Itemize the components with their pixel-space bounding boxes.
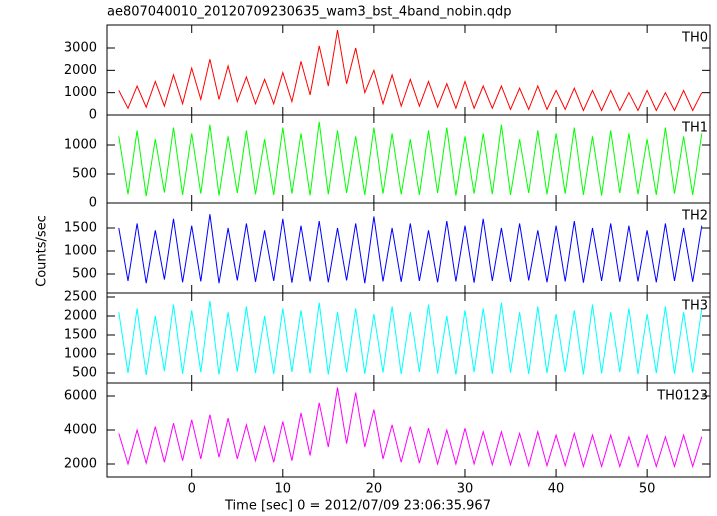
panel-label: TH0123 — [656, 389, 708, 404]
y-tick-label: 2000 — [64, 63, 97, 78]
panel-label: TH3 — [681, 299, 708, 314]
y-tick-label: 500 — [72, 166, 97, 181]
data-line — [118, 300, 703, 375]
chart-title: ae807040010_20120709230635_wam3_bst_4ban… — [107, 5, 512, 20]
x-tick-label: 30 — [457, 482, 474, 497]
y-tick-label: 0 — [89, 196, 97, 211]
y-tick-label: 1000 — [64, 243, 97, 258]
y-tick-label: 6000 — [64, 389, 97, 404]
y-axis-label: Counts/sec — [35, 215, 50, 287]
x-tick-label: 0 — [188, 482, 196, 497]
panel-frame — [106, 24, 711, 116]
y-tick-label: 2000 — [64, 456, 97, 471]
y-tick-label: 1000 — [64, 347, 97, 362]
y-tick-label: 2000 — [64, 308, 97, 323]
y-tick-label: 0 — [89, 108, 97, 123]
y-tick-label: 1500 — [64, 220, 97, 235]
y-tick-label: 1000 — [64, 85, 97, 100]
data-line — [118, 121, 703, 197]
y-tick-label: 500 — [72, 366, 97, 381]
x-tick-label: 50 — [639, 482, 656, 497]
y-tick-label: 1000 — [64, 137, 97, 152]
panel-frame — [106, 382, 711, 478]
panel-label: TH0 — [681, 31, 708, 46]
x-axis-label: Time [sec] 0 = 2012/07/09 23:06:35.967 — [224, 499, 491, 514]
panel-label: TH2 — [681, 209, 708, 224]
y-tick-label: 500 — [72, 266, 97, 281]
y-tick-label: 4000 — [64, 423, 97, 438]
y-tick-label: 3000 — [64, 41, 97, 56]
x-tick-label: 10 — [275, 482, 292, 497]
x-tick-label: 20 — [366, 482, 383, 497]
x-tick-label: 40 — [548, 482, 565, 497]
y-tick-label: 2500 — [64, 289, 97, 304]
panel-label: TH1 — [681, 121, 708, 136]
data-line — [118, 30, 703, 112]
data-line — [118, 214, 703, 284]
data-line — [118, 387, 703, 469]
y-tick-label: 1500 — [64, 327, 97, 342]
